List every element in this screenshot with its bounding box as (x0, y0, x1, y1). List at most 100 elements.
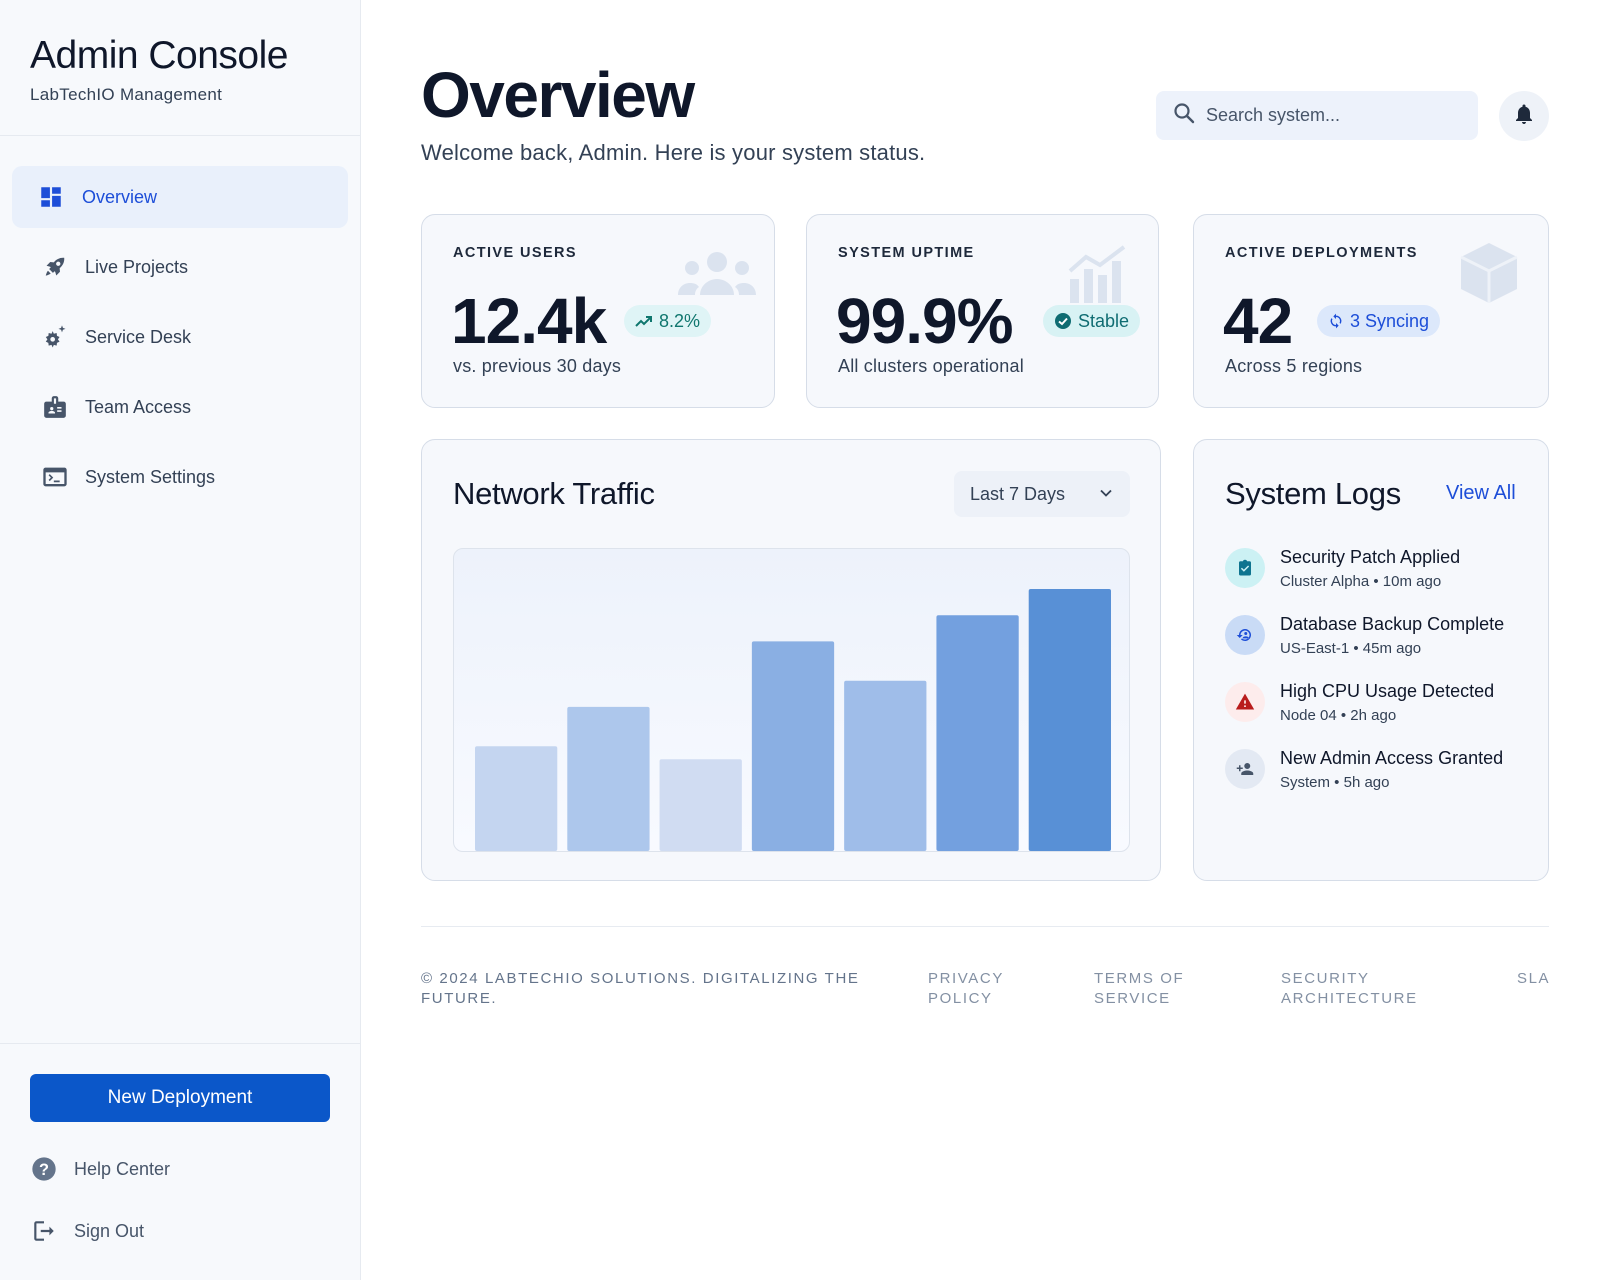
sidebar-item-service-desk[interactable]: Service Desk (12, 306, 348, 368)
footer-link-sla[interactable]: SLA (1517, 970, 1551, 987)
stat-note: Across 5 regions (1225, 356, 1363, 376)
system-logs-title: System Logs (1225, 476, 1401, 511)
sign-out-label: Sign Out (74, 1220, 145, 1241)
group-icon (678, 251, 756, 300)
gear-sparkle-icon (40, 322, 70, 352)
sidebar-item-label: Overview (82, 186, 158, 207)
search-input[interactable] (1206, 105, 1456, 126)
clipboard-check-icon (1225, 548, 1265, 588)
sidebar-item-label: Team Access (85, 396, 192, 417)
page-subtitle: Welcome back, Admin. Here is your system… (421, 140, 926, 165)
bar-chart-icon (1068, 245, 1128, 308)
search-icon (1172, 101, 1196, 130)
list-item[interactable]: New Admin Access Granted System • 5h ago (1225, 745, 1535, 794)
status-badge: Stable (1043, 305, 1141, 337)
new-deployment-button[interactable]: New Deployment (30, 1074, 330, 1122)
sidebar-item-team-access[interactable]: Team Access (12, 376, 348, 438)
notifications-button[interactable] (1499, 91, 1549, 141)
stat-card-active-users: ACTIVE USERS 12.4k 8.2% vs. previous 30 … (421, 214, 775, 408)
traffic-chart-svg (475, 589, 1111, 851)
stat-label: SYSTEM UPTIME (838, 245, 975, 261)
status-badge: 3 Syncing (1317, 305, 1441, 337)
list-item[interactable]: High CPU Usage Detected Node 04 • 2h ago (1225, 678, 1535, 727)
badge-text: 3 Syncing (1350, 310, 1430, 331)
log-title: Database Backup Complete (1280, 614, 1505, 634)
sidebar-item-overview[interactable]: Overview (12, 166, 348, 228)
range-select-value: Last 7 Days (970, 483, 1066, 504)
log-title: New Admin Access Granted (1280, 748, 1504, 768)
check-circle-icon (1054, 312, 1072, 330)
page-title: Overview (421, 59, 695, 131)
sidebar-item-label: Live Projects (85, 256, 189, 277)
stat-note: vs. previous 30 days (453, 356, 622, 376)
footer-link-security[interactable]: SECURITY ARCHITECTURE (1281, 970, 1418, 1007)
rocket-icon (40, 252, 70, 282)
log-list: Security Patch Applied Cluster Alpha • 1… (1225, 544, 1535, 812)
system-logs-card: System Logs View All Security Patch Appl… (1193, 439, 1549, 881)
cube-icon (1459, 241, 1519, 310)
search-box[interactable] (1156, 91, 1478, 140)
svg-text:?: ? (39, 1161, 49, 1179)
dashboard-icon (36, 182, 66, 212)
sidebar-item-live-projects[interactable]: Live Projects (12, 236, 348, 298)
footer-link-privacy[interactable]: PRIVACY POLICY (928, 970, 1004, 1007)
id-badge-icon (40, 392, 70, 422)
stat-value: 12.4k (451, 285, 607, 357)
chevron-down-icon (1096, 483, 1116, 508)
list-item[interactable]: Database Backup Complete US-East-1 • 45m… (1225, 611, 1535, 660)
stat-label: ACTIVE USERS (453, 245, 577, 261)
chart-bar-1 (475, 746, 558, 851)
badge-text: 8.2% (659, 310, 701, 331)
status-badge: 8.2% (624, 305, 712, 337)
log-meta: Node 04 • 2h ago (1280, 707, 1397, 724)
sidebar-item-system-settings[interactable]: System Settings (12, 446, 348, 508)
log-title: Security Patch Applied (1280, 547, 1461, 567)
chart-bar-7 (1028, 589, 1111, 851)
chart-bar-2 (567, 706, 650, 851)
range-select[interactable]: Last 7 Days (954, 471, 1130, 517)
sidebar: Admin Console LabTechIO Management Overv… (0, 0, 361, 1280)
stat-card-system-uptime: SYSTEM UPTIME 99.9% Stable All clusters … (806, 214, 1159, 408)
sync-icon (1328, 313, 1344, 329)
sidebar-item-label: Service Desk (85, 326, 192, 347)
stat-label: ACTIVE DEPLOYMENTS (1225, 245, 1418, 261)
warning-icon (1225, 682, 1265, 722)
badge-text: Stable (1078, 310, 1130, 331)
network-traffic-title: Network Traffic (453, 476, 655, 511)
stat-card-active-deployments: ACTIVE DEPLOYMENTS 42 3 Syncing Across 5… (1193, 214, 1549, 408)
logout-icon (30, 1217, 58, 1245)
terminal-icon (40, 462, 70, 492)
trending-up-icon (635, 314, 653, 328)
help-icon: ? (30, 1155, 58, 1183)
sidebar-item-label: System Settings (85, 466, 216, 487)
help-center-link[interactable]: ? Help Center (30, 1152, 330, 1186)
stat-value: 42 (1223, 285, 1293, 357)
list-item[interactable]: Security Patch Applied Cluster Alpha • 1… (1225, 544, 1535, 593)
log-meta: Cluster Alpha • 10m ago (1280, 573, 1442, 590)
network-traffic-card: Network Traffic Last 7 Days (421, 439, 1161, 881)
log-title: High CPU Usage Detected (1280, 681, 1495, 701)
footer-copyright: © 2024 LABTECHIO SOLUTIONS. DIGITALIZING… (421, 970, 860, 1007)
view-all-link[interactable]: View All (1446, 482, 1516, 504)
chart-bar-4 (751, 641, 835, 851)
bell-icon (1512, 102, 1536, 131)
backup-icon (1225, 615, 1265, 655)
sidebar-bottom: New Deployment ? Help Center Sign Out (0, 1043, 360, 1248)
chart-bar-6 (936, 615, 1019, 851)
person-add-icon (1225, 749, 1265, 789)
sidebar-nav: Overview Live Projects Service Desk Team… (12, 166, 348, 516)
sign-out-link[interactable]: Sign Out (30, 1214, 330, 1248)
brand-subtitle: LabTechIO Management (30, 85, 223, 104)
chart-bar-5 (844, 680, 927, 851)
brand: Admin Console LabTechIO Management (0, 0, 360, 136)
log-meta: US-East-1 • 45m ago (1280, 640, 1422, 657)
brand-title: Admin Console (30, 34, 288, 77)
help-center-label: Help Center (74, 1158, 171, 1179)
stat-value: 99.9% (836, 285, 1013, 357)
traffic-chart (453, 548, 1130, 852)
stat-note: All clusters operational (838, 356, 1024, 376)
footer-link-terms[interactable]: TERMS OF SERVICE (1094, 970, 1185, 1007)
log-meta: System • 5h ago (1280, 774, 1390, 791)
chart-bar-3 (659, 759, 742, 851)
footer: © 2024 LABTECHIO SOLUTIONS. DIGITALIZING… (421, 926, 1549, 1007)
